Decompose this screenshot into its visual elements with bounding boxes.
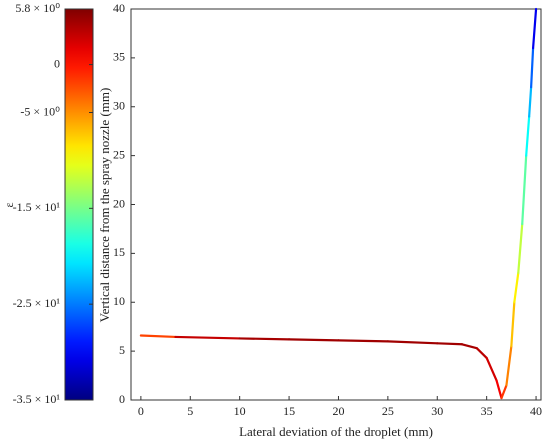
line-segment	[495, 379, 503, 400]
x-tick-label: 10	[234, 404, 246, 418]
colorbar-tick-label: -3.5 × 10¹	[13, 392, 61, 406]
y-tick-label: 0	[119, 392, 125, 406]
line-segment	[287, 338, 340, 342]
colorbar-tick-label: 0	[54, 56, 60, 70]
colorbar	[64, 8, 94, 401]
y-tick-label: 5	[119, 343, 125, 357]
line-segment	[139, 334, 177, 339]
line-segment	[517, 222, 524, 275]
y-tick-label: 20	[113, 196, 125, 210]
line-segment	[521, 154, 528, 226]
line-segment	[531, 7, 538, 50]
line-segment	[174, 335, 241, 340]
line-segment	[436, 342, 464, 346]
line-segment	[525, 115, 531, 157]
x-tick-label: 5	[187, 404, 193, 418]
colorbar-label: ε	[2, 202, 16, 207]
line-segment	[513, 271, 520, 304]
y-axis-label: Vertical distance from the spray nozzle …	[97, 88, 112, 323]
line-segment	[528, 86, 533, 118]
y-tick-label: 25	[113, 147, 125, 161]
x-tick-label: 0	[138, 404, 144, 418]
x-tick-label: 40	[530, 404, 542, 418]
x-tick-label: 15	[283, 404, 295, 418]
x-tick-label: 25	[382, 404, 394, 418]
y-tick-label: 10	[113, 294, 125, 308]
x-tick-label: 30	[431, 404, 443, 418]
colorbar-tick-label: -2.5 × 10¹	[13, 296, 61, 310]
x-tick-label: 20	[332, 404, 344, 418]
colorbar-tick-label: -5 × 10⁰	[20, 104, 60, 118]
line-segment	[475, 347, 488, 360]
line-segment	[238, 337, 291, 341]
colorbar-tick-label: 5.8 × 10⁰	[15, 1, 60, 15]
line-segment	[485, 356, 498, 382]
y-tick-label: 35	[113, 50, 125, 64]
line-segment	[460, 343, 478, 350]
x-axis-label: Lateral deviation of the droplet (mm)	[239, 424, 433, 439]
line-segment	[500, 384, 508, 400]
x-tick-label: 35	[481, 404, 493, 418]
line-segment	[337, 339, 389, 343]
line-segment	[510, 301, 516, 348]
line-segment	[530, 46, 535, 89]
colorbar-tick-label: -1.5 × 10¹	[13, 200, 61, 214]
y-tick-label: 30	[113, 99, 125, 113]
line-segment	[386, 340, 439, 345]
line-segment	[505, 345, 513, 387]
y-tick-label: 40	[113, 1, 125, 15]
y-tick-label: 15	[113, 245, 125, 259]
